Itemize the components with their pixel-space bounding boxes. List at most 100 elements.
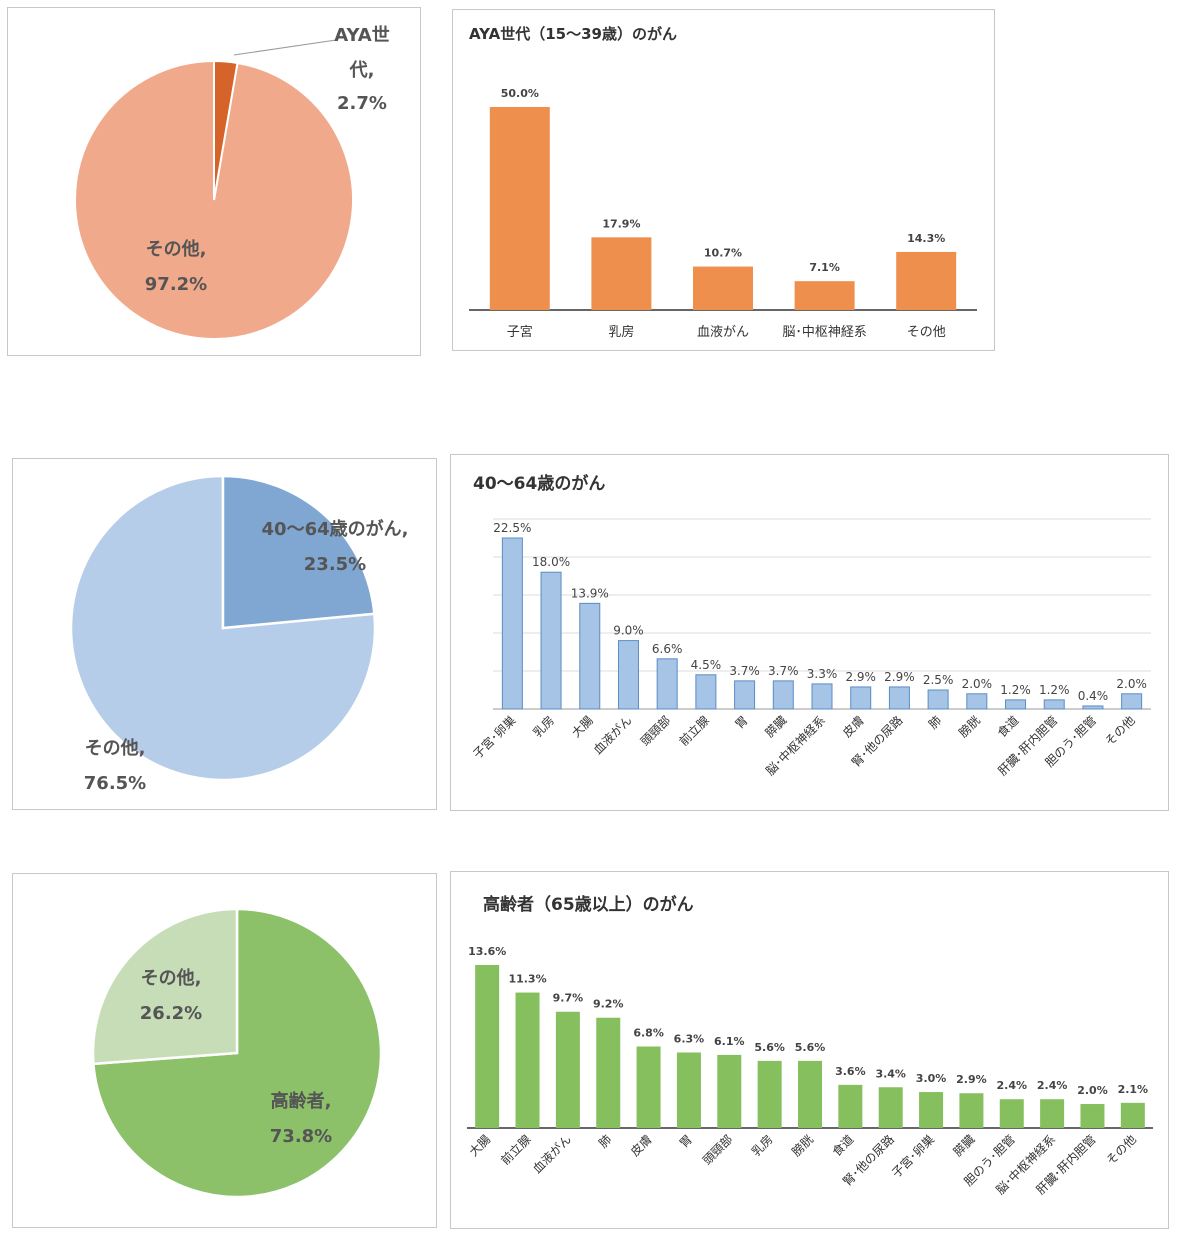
bar-乳房 bbox=[540, 571, 562, 710]
tick-label: 血液がん bbox=[697, 325, 749, 340]
bar-脳･中枢神経系 bbox=[811, 683, 833, 710]
tick-label: 頭頸部 bbox=[699, 1132, 735, 1168]
tick-label: 乳房 bbox=[530, 713, 558, 741]
pie-slice-mid bbox=[221, 474, 376, 630]
data-label: 10.7% bbox=[704, 247, 742, 260]
bar-子宮 bbox=[489, 107, 550, 310]
bar-子宮･卵巣 bbox=[501, 537, 523, 710]
aya-other-label: その他, bbox=[146, 238, 207, 260]
aya-other-pct: 97.2% bbox=[145, 274, 207, 295]
aya-pie-panel: AYA世 代, 2.7% その他, 97.2% bbox=[7, 7, 421, 356]
tick-label: その他 bbox=[1102, 713, 1137, 748]
mid-pie-panel: 40～64歳のがん, 23.5% その他, 76.5% bbox=[12, 458, 437, 810]
data-label: 6.1% bbox=[714, 1035, 745, 1048]
mid-bar-panel: 40～64歳のがん 22.5% 子宮･卵巣 18.0% 乳房 13.9% 大腸 9.0% 血液… bbox=[450, 454, 1169, 811]
mid-bar-chart: 40～64歳のがん 22.5% 子宮･卵巣 18.0% 乳房 13.9% 大腸 9.0% 血液… bbox=[470, 473, 1151, 778]
mid-slice-label: 40～64歳のがん, bbox=[262, 518, 409, 540]
aya-slice-label-line2: 代, bbox=[349, 60, 375, 81]
bar-胃 bbox=[734, 680, 756, 710]
bar-乳房 bbox=[757, 1060, 782, 1128]
bar-肺 bbox=[927, 689, 949, 710]
old-bar-chart: 高齢者（65歳以上）のがん 13.6% 大腸 11.3% 前立腺 9.7% 血液がん 9.2… bbox=[466, 894, 1153, 1197]
pie-slice-aya bbox=[213, 59, 239, 201]
data-label: 0.4% bbox=[1078, 689, 1109, 703]
old-other-label: その他, bbox=[141, 967, 202, 989]
aya-bar-chart: AYA世代（15～39歳）のがん 50.0% 子宮 17.9% 乳房 10.7% 血液がん… bbox=[469, 25, 977, 340]
data-label: 1.2% bbox=[1039, 683, 1070, 697]
data-label: 4.5% bbox=[691, 658, 722, 672]
data-label: 6.8% bbox=[633, 1027, 664, 1040]
old-slice-label: 高齢者, bbox=[271, 1090, 332, 1112]
mid-other-label: その他, bbox=[85, 737, 146, 759]
tick-label: 胃 bbox=[677, 1132, 695, 1150]
data-label: 6.3% bbox=[674, 1032, 705, 1045]
bar-前立腺 bbox=[515, 992, 540, 1128]
tick-label: 肺 bbox=[596, 1132, 614, 1150]
aya-pie-chart: AYA世 代, 2.7% その他, 97.2% bbox=[74, 25, 390, 340]
tick-label: 膵臓 bbox=[763, 713, 790, 740]
tick-label: 血液がん bbox=[529, 1132, 574, 1177]
aya-leader-line bbox=[233, 39, 337, 56]
old-bar-panel: 高齢者（65歳以上）のがん 13.6% 大腸 11.3% 前立腺 9.7% 血液がん 9.2… bbox=[450, 871, 1169, 1229]
tick-label: 乳房 bbox=[748, 1132, 776, 1160]
bar-胆のう･胆管 bbox=[999, 1099, 1024, 1128]
aya-slice-label-line1: AYA世 bbox=[334, 25, 389, 46]
tick-label: 脳･中枢神経系 bbox=[782, 325, 867, 340]
bar-膵臓 bbox=[959, 1093, 984, 1128]
data-label: 3.7% bbox=[768, 664, 799, 678]
data-label: 3.4% bbox=[875, 1067, 906, 1080]
mid-bar-title: 40～64歳のがん bbox=[473, 473, 605, 494]
bar-食道 bbox=[838, 1084, 863, 1128]
tick-label: 乳房 bbox=[608, 324, 634, 340]
data-label: 2.5% bbox=[923, 673, 954, 687]
tick-label: 食道 bbox=[994, 713, 1022, 741]
bar-乳房 bbox=[591, 237, 652, 310]
data-label: 14.3% bbox=[907, 232, 945, 245]
data-label: 11.3% bbox=[508, 973, 546, 986]
old-bar-title: 高齢者（65歳以上）のがん bbox=[483, 894, 694, 915]
data-label: 7.1% bbox=[809, 261, 840, 274]
data-label: 2.4% bbox=[1037, 1079, 1068, 1092]
mid-other-pct: 76.5% bbox=[84, 773, 146, 794]
bar-頭頸部 bbox=[656, 658, 678, 710]
tick-label: 皮膚 bbox=[839, 713, 867, 741]
mid-slice-pct: 23.5% bbox=[304, 554, 366, 575]
bar-腎･他の尿路 bbox=[888, 686, 910, 710]
data-label: 3.6% bbox=[835, 1065, 866, 1078]
data-label: 5.6% bbox=[795, 1041, 826, 1054]
tick-label: 頭頸部 bbox=[637, 713, 673, 749]
tick-label: 膵臓 bbox=[951, 1132, 978, 1159]
tick-label: 子宮･卵巣 bbox=[888, 1132, 937, 1181]
aya-bar-title: AYA世代（15～39歳）のがん bbox=[469, 25, 677, 43]
tick-label: その他 bbox=[1104, 1132, 1139, 1167]
bar-血液がん bbox=[617, 640, 639, 710]
bar-肺 bbox=[596, 1017, 621, 1128]
aya-slice-pct: 2.7% bbox=[337, 93, 387, 114]
data-label: 2.9% bbox=[956, 1073, 987, 1086]
data-label: 5.6% bbox=[754, 1041, 785, 1054]
bar-皮膚 bbox=[636, 1046, 661, 1128]
data-label: 3.0% bbox=[916, 1072, 947, 1085]
data-label: 2.1% bbox=[1118, 1083, 1149, 1096]
data-label: 2.0% bbox=[1116, 677, 1147, 691]
tick-label: 胃 bbox=[732, 713, 750, 731]
tick-label: 子宮･卵巣 bbox=[470, 713, 519, 762]
data-label: 13.6% bbox=[468, 945, 506, 958]
data-label: 9.2% bbox=[593, 998, 624, 1011]
data-label: 22.5% bbox=[493, 521, 531, 535]
data-label: 2.4% bbox=[997, 1079, 1028, 1092]
tick-label: 大腸 bbox=[466, 1132, 493, 1159]
data-label: 13.9% bbox=[571, 586, 609, 600]
bar-大腸 bbox=[475, 965, 500, 1128]
tick-label: その他 bbox=[907, 325, 946, 340]
tick-label: 肺 bbox=[926, 713, 944, 731]
bar-血液がん bbox=[555, 1011, 580, 1128]
tick-label: 血液がん bbox=[590, 713, 635, 758]
pie-slice-old-other bbox=[91, 907, 239, 1066]
bar-血液がん bbox=[693, 266, 753, 310]
tick-label: 前立腺 bbox=[676, 713, 712, 749]
bar-膀胱 bbox=[798, 1060, 822, 1128]
data-label: 9.7% bbox=[553, 992, 584, 1005]
bar-脳･中枢神経系 bbox=[1040, 1099, 1065, 1128]
old-slice-pct: 73.8% bbox=[270, 1126, 332, 1147]
